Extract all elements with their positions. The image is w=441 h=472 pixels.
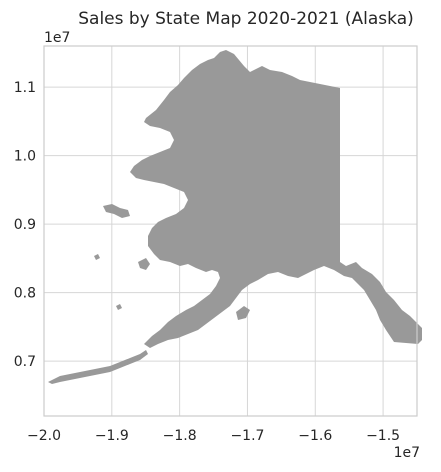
island-pribilof <box>116 304 122 310</box>
x-tick-label: −1.5 <box>366 428 400 444</box>
x-axis-offset-label: 1e7 <box>394 445 420 461</box>
y-axis-offset-label: 1e7 <box>44 30 70 46</box>
x-tick-label: −1.8 <box>163 428 197 444</box>
y-tick-label: 0.8 <box>14 286 36 302</box>
chart-title: Sales by State Map 2020-2021 (Alaska) <box>78 9 414 29</box>
alaska-region <box>48 50 422 384</box>
y-tick-label: 1.0 <box>14 149 36 165</box>
y-tick-label: 0.7 <box>14 354 36 370</box>
x-axis-ticks: −2.0 −1.9 −1.8 −1.7 −1.6 −1.5 <box>27 428 400 444</box>
island-st-lawrence <box>103 204 130 218</box>
y-tick-label: 0.9 <box>14 217 36 233</box>
x-tick-label: −2.0 <box>27 428 61 444</box>
axes-border <box>43 45 418 417</box>
island-unimak <box>94 254 100 260</box>
x-tick-label: −1.9 <box>95 428 129 444</box>
island-nunivak <box>138 258 150 270</box>
x-tick-label: −1.7 <box>230 428 264 444</box>
axes-frame <box>43 45 418 417</box>
x-tick-label: −1.6 <box>298 428 332 444</box>
island-kodiak <box>236 306 250 320</box>
aleutian-chain <box>48 350 148 384</box>
alaska-mainland <box>130 50 422 348</box>
y-axis-ticks: 0.7 0.8 0.9 1.0 1.1 <box>14 80 36 370</box>
y-tick-label: 1.1 <box>14 80 36 96</box>
